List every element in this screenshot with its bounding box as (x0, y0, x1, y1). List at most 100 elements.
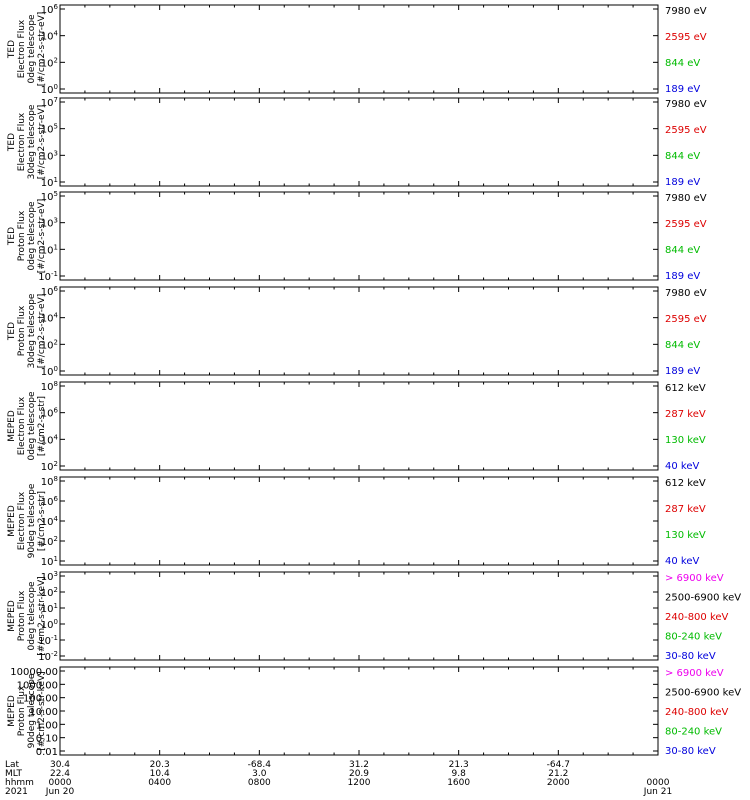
x-tick-label: 1200 (348, 778, 371, 788)
y-axis-title-line: [#/cm2-s-str-eV] (37, 12, 47, 87)
panel-6: 101 102 104 106 108 MEPED Electron Flux 90deg t… (7, 475, 706, 568)
legend-entry: 189 eV (665, 84, 700, 95)
x-tick-label: -68.4 (248, 760, 272, 770)
panel-frame (59, 571, 659, 661)
y-axis-title-line: [#/cm2-s-str] (37, 491, 47, 551)
y-tick-label: 105 (41, 190, 58, 203)
y-axis-title-line: MEPED (7, 600, 17, 632)
legend-entry: 844 eV (665, 245, 700, 256)
panel-7: 10-2 10-1 100 101 102 103 MEPED Proton Flux 0deg… (7, 570, 741, 663)
legend-entry: 287 keV (665, 409, 706, 420)
x-tick-label: Jun 20 (45, 787, 75, 797)
x-tick-label: 0000 (647, 778, 670, 788)
legend-entry: 240-800 keV (665, 612, 729, 623)
legend-entry: 7980 eV (665, 193, 707, 204)
y-tick-label: 101 (41, 176, 58, 189)
y-tick-label: 100 (41, 618, 58, 631)
x-axis-row-label: hhmm (5, 778, 34, 788)
y-tick-label: 102 (41, 56, 58, 69)
y-tick-label: 106 (41, 285, 59, 298)
x-tick-label: 31.2 (349, 760, 369, 770)
panel-frame (59, 476, 659, 566)
legend-entry: 2595 eV (665, 32, 707, 43)
y-axis-title-line: 0deg telescope (27, 391, 37, 461)
x-axis-row-label: 2021 (5, 787, 28, 797)
x-tick-label: 21.2 (548, 769, 568, 779)
x-tick-label: 0800 (248, 778, 271, 788)
y-tick-label: 0.10 (36, 734, 58, 745)
x-tick-label: 30.4 (50, 760, 70, 770)
legend-entry: 7980 eV (665, 99, 707, 110)
y-tick-label: 104 (41, 515, 59, 528)
y-tick-label: 106 (41, 495, 59, 508)
y-axis-title-line: Electron Flux (17, 396, 27, 455)
panel-frame (59, 4, 659, 94)
y-tick-label: 102 (41, 460, 58, 473)
legend-entry: 189 eV (665, 177, 700, 188)
x-tick-label: 22.4 (50, 769, 70, 779)
legend-entry: 2595 eV (665, 219, 707, 230)
legend-entry: 30-80 keV (665, 746, 716, 757)
y-axis-title-line: MEPED (7, 505, 17, 537)
y-tick-label: 1.00 (36, 720, 58, 731)
y-tick-label: 101 (41, 602, 58, 615)
x-tick-label: 3.0 (252, 769, 267, 779)
y-tick-label: 1000.00 (17, 680, 58, 691)
y-axis-title-line: Electron Flux (17, 491, 27, 550)
y-tick-label: 102 (41, 586, 58, 599)
y-axis-title-line: [#/cm2-s-str-eV] (37, 105, 47, 180)
y-axis-title-line: Proton Flux (17, 590, 27, 641)
legend-entry: 40 keV (665, 461, 699, 472)
y-tick-label: 106 (41, 3, 59, 16)
x-axis-row-label: Lat (5, 760, 20, 770)
panel-frame (59, 381, 659, 471)
y-tick-label: 103 (41, 570, 58, 583)
x-tick-label: -64.7 (547, 760, 570, 770)
legend-entry: 189 eV (665, 271, 700, 282)
y-tick-label: 106 (41, 407, 59, 420)
x-tick-label: 9.8 (452, 769, 467, 779)
y-tick-label: 10-2 (38, 650, 58, 663)
y-tick-label: 100.00 (23, 694, 58, 705)
legend-entry: 130 keV (665, 435, 706, 446)
y-tick-label: 101 (41, 243, 58, 256)
legend-entry: 7980 eV (665, 288, 707, 299)
y-axis-title-line: [#/cm2-s-str] (37, 396, 47, 456)
legend-entry: 2500-6900 keV (665, 593, 741, 604)
legend-entry: 2595 eV (665, 125, 707, 136)
legend-entry: 612 keV (665, 478, 706, 489)
legend-entry: 844 eV (665, 58, 700, 69)
legend-entry: > 6900 keV (665, 668, 724, 679)
y-axis-title-line: TED (7, 133, 17, 152)
legend-entry: 2500-6900 keV (665, 688, 741, 699)
panel-frame (59, 286, 659, 376)
y-tick-label: 103 (41, 217, 58, 230)
x-axis-row-label: MLT (5, 769, 23, 779)
y-tick-label: 102 (41, 338, 58, 351)
y-tick-label: 105 (41, 123, 58, 136)
y-axis-title-line: Electron Flux (17, 19, 27, 78)
legend-entry: > 6900 keV (665, 573, 724, 584)
y-tick-label: 0.01 (36, 747, 58, 758)
panel-frame (59, 191, 659, 281)
y-tick-label: 100 (41, 365, 58, 378)
legend-entry: 7980 eV (665, 6, 707, 17)
y-tick-label: 10-1 (38, 634, 58, 647)
y-tick-label: 108 (41, 380, 58, 393)
y-axis-title-line: 90deg telescope (27, 483, 37, 558)
x-tick-label: 0000 (49, 778, 72, 788)
legend-entry: 2595 eV (665, 314, 707, 325)
panel-5: 102 104 106 108 MEPED Electron Flux 0deg teles… (7, 380, 706, 473)
y-axis-title-line: [#/cm2-s-str-eV] (37, 199, 47, 274)
y-tick-label: 10-1 (38, 270, 58, 283)
y-axis-title-line: 0deg telescope (27, 581, 37, 651)
legend-entry: 130 keV (665, 530, 706, 541)
x-tick-label: 10.4 (150, 769, 170, 779)
y-axis-title-line: [#/cm2-s-str-keV] (37, 671, 47, 750)
y-axis-title-line: 0deg telescope (27, 14, 37, 84)
x-tick-label: 20.9 (349, 769, 369, 779)
y-tick-label: 108 (41, 475, 58, 488)
x-tick-label: 20.3 (150, 760, 170, 770)
y-tick-label: 102 (41, 535, 58, 548)
